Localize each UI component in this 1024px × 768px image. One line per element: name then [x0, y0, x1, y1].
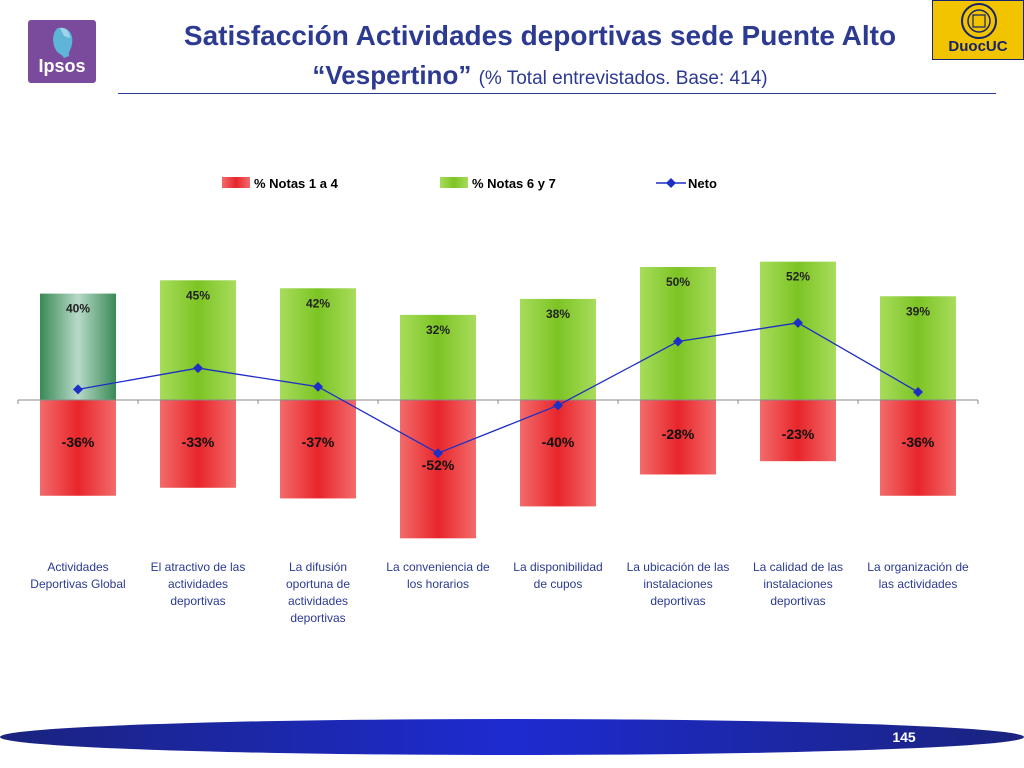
bar-notas-6-7 — [400, 314, 476, 400]
bar-notas-1-4 — [520, 400, 596, 507]
data-label-notas-6-7: 45% — [186, 288, 210, 302]
category-label-line: actividades — [288, 594, 348, 608]
bar-notas-6-7 — [160, 280, 236, 400]
category-label-line: La conveniencia de — [386, 560, 490, 574]
legend-label: Neto — [688, 176, 717, 191]
category-label-line: Actividades — [47, 560, 108, 574]
neto-point — [673, 336, 683, 347]
neto-point — [793, 317, 803, 328]
data-label-notas-1-4: -37% — [302, 434, 335, 450]
bar-notas-6-7 — [880, 296, 956, 400]
category-label: La disponibilidad de cupos — [513, 560, 602, 591]
bar-notas-6-7 — [280, 288, 356, 400]
data-label-notas-6-7: 39% — [906, 304, 930, 318]
bar-notas-6-7 — [40, 293, 116, 400]
neto-point — [73, 384, 83, 395]
legend-swatch-neto-marker — [666, 178, 676, 188]
category-label-line: deportivas — [290, 611, 345, 625]
bar-layer — [40, 261, 956, 539]
category-label-line: deportivas — [170, 594, 225, 608]
data-label-notas-6-7: 42% — [306, 296, 330, 310]
data-label-notas-6-7: 38% — [546, 307, 570, 321]
category-label-line: La disponibilidad — [513, 560, 602, 574]
category-label: La calidad de las instalaciones deportivas — [753, 560, 843, 608]
category-label-line: La calidad de las — [753, 560, 843, 574]
category-label-line: los horarios — [407, 577, 469, 591]
footer-band — [0, 719, 1024, 755]
subtitle-term: “Vespertino” — [312, 60, 472, 90]
data-label-notas-6-7: 32% — [426, 323, 450, 337]
category-label-line: de cupos — [534, 577, 583, 591]
neto-point — [193, 363, 203, 374]
bar-notas-6-7 — [760, 261, 836, 400]
legend-label: % Notas 1 a 4 — [254, 176, 339, 191]
bar-notas-1-4 — [40, 400, 116, 496]
category-label-line: deportivas — [770, 594, 825, 608]
category-label-line: Deportivas Global — [30, 577, 125, 591]
bar-notas-6-7 — [640, 267, 716, 400]
data-label-notas-6-7: 50% — [666, 275, 690, 289]
duoc-seal-icon — [961, 3, 997, 39]
neto-point — [313, 381, 323, 392]
bar-notas-1-4 — [280, 400, 356, 499]
ipsos-logo-text: Ipsos — [38, 56, 86, 76]
data-label-notas-1-4: -52% — [422, 457, 455, 473]
category-label: La ubicación de las instalaciones deportiv… — [627, 560, 730, 608]
category-label-line: La organización de — [867, 560, 969, 574]
bar-notas-1-4 — [760, 400, 836, 462]
data-label-notas-1-4: -33% — [182, 434, 215, 450]
category-label: La conveniencia de los horarios — [386, 560, 490, 591]
category-label-line: las actividades — [879, 577, 958, 591]
category-label: Actividades Deportivas Global — [30, 560, 125, 591]
legend-label: % Notas 6 y 7 — [472, 176, 556, 191]
neto-line — [77, 322, 919, 454]
category-label: El atractivo de las actividades deportivas — [151, 560, 246, 608]
bar-notas-1-4 — [400, 400, 476, 539]
duoc-logo-text: DuocUC — [948, 38, 1008, 55]
subtitle-base: (% Total entrevistados. Base: 414) — [478, 68, 768, 89]
category-label-line: deportivas — [650, 594, 705, 608]
ipsos-logo: Ipsos — [28, 20, 96, 83]
axis-layer — [17, 399, 979, 404]
category-label-line: La difusión — [289, 560, 347, 574]
bar-notas-1-4 — [880, 400, 956, 496]
category-label-line: La ubicación de las — [627, 560, 730, 574]
satisfaction-chart: % Notas 1 a 4 % Notas 6 y 7 Neto 40% -36% 45… — [17, 176, 979, 625]
page-number: 145 — [892, 729, 916, 745]
page-title: Satisfacción Actividades deportivas sede… — [183, 20, 897, 51]
data-label-notas-1-4: -36% — [62, 434, 95, 450]
ipsos-head-icon — [53, 27, 73, 58]
neto-point — [553, 400, 563, 411]
category-label: La organización de las actividades — [867, 560, 969, 591]
data-label-notas-1-4: -36% — [902, 434, 935, 450]
category-label-line: instalaciones — [763, 577, 832, 591]
legend-swatch-notas-6-7 — [440, 177, 468, 188]
chart-legend: % Notas 1 a 4 % Notas 6 y 7 Neto — [222, 176, 717, 191]
category-label-line: instalaciones — [643, 577, 712, 591]
legend-swatch-notas-1-4 — [222, 177, 250, 188]
duoc-logo: DuocUC — [932, 0, 1024, 60]
data-label-layer: 40% -36% 45% -33% 42% -37% 32% -52% 38% -40% 50% -2… — [62, 270, 935, 473]
neto-point — [433, 448, 443, 459]
data-label-notas-6-7: 40% — [66, 302, 90, 316]
data-label-notas-1-4: -23% — [782, 426, 815, 442]
bar-notas-1-4 — [160, 400, 236, 488]
category-label-line: actividades — [168, 577, 228, 591]
data-label-notas-1-4: -28% — [662, 426, 695, 442]
neto-line-layer — [73, 317, 923, 459]
data-label-notas-6-7: 52% — [786, 270, 810, 284]
page-subtitle: “Vespertino” (% Total entrevistados. Bas… — [110, 60, 970, 91]
bar-notas-6-7 — [520, 298, 596, 400]
category-label-line: oportuna de — [286, 577, 350, 591]
bar-notas-1-4 — [640, 400, 716, 475]
data-label-notas-1-4: -40% — [542, 434, 575, 450]
category-label: La difusión oportuna de actividades deporti… — [286, 560, 350, 625]
neto-point — [913, 387, 923, 398]
category-label-line: El atractivo de las — [151, 560, 246, 574]
title-divider — [118, 93, 996, 94]
category-label-layer: Actividades Deportivas Global El atractivo… — [30, 560, 969, 625]
